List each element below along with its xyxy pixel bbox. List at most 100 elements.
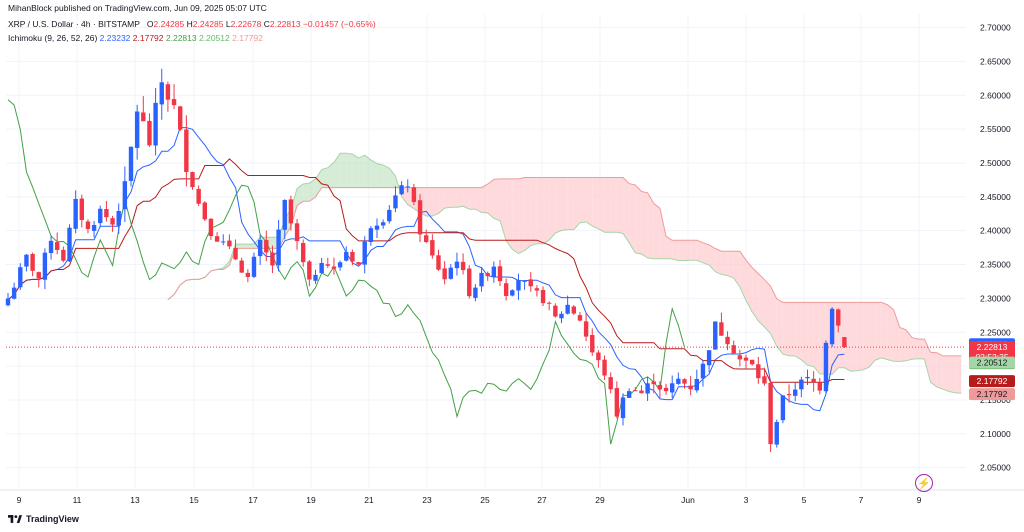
candle-body[interactable] <box>104 209 109 218</box>
candle-body[interactable] <box>491 266 497 278</box>
candle-body[interactable] <box>645 383 650 394</box>
candle-body[interactable] <box>257 239 263 257</box>
candle-body[interactable] <box>768 382 773 445</box>
candle-body[interactable] <box>756 364 761 379</box>
candle-body[interactable] <box>147 120 152 146</box>
candle-body[interactable] <box>190 172 195 188</box>
candle-body[interactable] <box>633 390 638 392</box>
candle-body[interactable] <box>165 84 171 100</box>
candle-body[interactable] <box>731 345 736 354</box>
candle-body[interactable] <box>171 99 177 106</box>
candle-body[interactable] <box>85 221 91 230</box>
candle-body[interactable] <box>368 228 374 242</box>
candle-body[interactable] <box>184 129 189 173</box>
candle-body[interactable] <box>602 359 607 376</box>
symbol-legend[interactable]: XRP / U.S. Dollar · 4h · BITSTAMP O2.242… <box>8 19 376 29</box>
candle-body[interactable] <box>467 268 472 297</box>
candle-body[interactable] <box>805 376 810 379</box>
candle-body[interactable] <box>793 389 798 396</box>
candle-body[interactable] <box>387 209 392 222</box>
candle-body[interactable] <box>688 385 693 390</box>
candle-body[interactable] <box>153 102 158 146</box>
candle-body[interactable] <box>639 390 644 394</box>
candle-body[interactable] <box>774 422 779 445</box>
candle-body[interactable] <box>98 208 103 224</box>
candle-body[interactable] <box>590 335 595 353</box>
candle-body[interactable] <box>540 290 546 304</box>
candle-body[interactable] <box>159 82 164 105</box>
candle-body[interactable] <box>651 381 656 385</box>
candle-body[interactable] <box>725 336 730 345</box>
candle-body[interactable] <box>417 200 423 235</box>
candle-body[interactable] <box>614 388 620 417</box>
candle-body[interactable] <box>5 298 11 306</box>
candle-body[interactable] <box>836 309 841 326</box>
candle-body[interactable] <box>577 315 583 321</box>
candle-body[interactable] <box>430 240 435 256</box>
candle-body[interactable] <box>817 382 822 391</box>
candle-body[interactable] <box>36 272 41 279</box>
candle-body[interactable] <box>307 261 312 280</box>
candle-body[interactable] <box>780 395 786 421</box>
candle-body[interactable] <box>239 260 244 273</box>
candle-body[interactable] <box>811 378 816 383</box>
candle-body[interactable] <box>737 355 743 360</box>
candle-body[interactable] <box>399 185 404 195</box>
lightning-icon[interactable]: ⚡ <box>915 474 933 492</box>
candle-body[interactable] <box>30 254 35 271</box>
candle-body[interactable] <box>670 383 675 393</box>
candle-body[interactable] <box>55 242 60 250</box>
candle-body[interactable] <box>454 261 460 269</box>
candle-body[interactable] <box>331 266 337 269</box>
candle-body[interactable] <box>762 376 767 384</box>
candle-body[interactable] <box>61 249 66 261</box>
candle-body[interactable] <box>337 262 343 268</box>
candle-body[interactable] <box>706 350 712 366</box>
candle-body[interactable] <box>91 224 97 231</box>
candle-body[interactable] <box>497 266 503 282</box>
candle-body[interactable] <box>510 290 515 296</box>
candle-body[interactable] <box>553 305 558 317</box>
candle-body[interactable] <box>528 279 533 287</box>
candle-body[interactable] <box>719 322 724 336</box>
candle-body[interactable] <box>583 321 589 337</box>
candle-body[interactable] <box>380 222 386 226</box>
candle-body[interactable] <box>620 397 626 419</box>
candle-body[interactable] <box>264 240 269 253</box>
candle-body[interactable] <box>485 273 490 277</box>
candle-body[interactable] <box>565 304 570 314</box>
candle-body[interactable] <box>270 252 275 266</box>
candle-body[interactable] <box>11 287 17 299</box>
candle-body[interactable] <box>460 261 466 271</box>
candle-body[interactable] <box>442 268 447 280</box>
candle-body[interactable] <box>301 242 306 263</box>
candle-body[interactable] <box>448 267 453 279</box>
candle-body[interactable] <box>749 359 755 365</box>
candle-body[interactable] <box>559 313 564 319</box>
candle-body[interactable] <box>608 377 613 390</box>
candle-body[interactable] <box>436 255 441 270</box>
candle-body[interactable] <box>842 337 847 348</box>
candle-body[interactable] <box>202 202 207 220</box>
candle-body[interactable] <box>424 235 429 242</box>
candle-body[interactable] <box>657 384 663 390</box>
candle-body[interactable] <box>196 188 201 204</box>
candle-body[interactable] <box>473 287 478 298</box>
candle-body[interactable] <box>743 357 749 361</box>
candle-body[interactable] <box>67 227 72 262</box>
candle-body[interactable] <box>208 218 214 237</box>
candle-body[interactable] <box>110 218 115 225</box>
candle-body[interactable] <box>221 241 226 243</box>
candle-body[interactable] <box>276 229 281 266</box>
candle-body[interactable] <box>676 378 681 384</box>
candle-body[interactable] <box>682 379 687 384</box>
candle-body[interactable] <box>362 241 367 265</box>
candle-body[interactable] <box>411 187 417 202</box>
candle-body[interactable] <box>325 264 330 266</box>
candle-body[interactable] <box>823 342 829 392</box>
candle-body[interactable] <box>786 394 792 396</box>
candle-body[interactable] <box>356 262 361 265</box>
candle-body[interactable] <box>319 262 324 274</box>
